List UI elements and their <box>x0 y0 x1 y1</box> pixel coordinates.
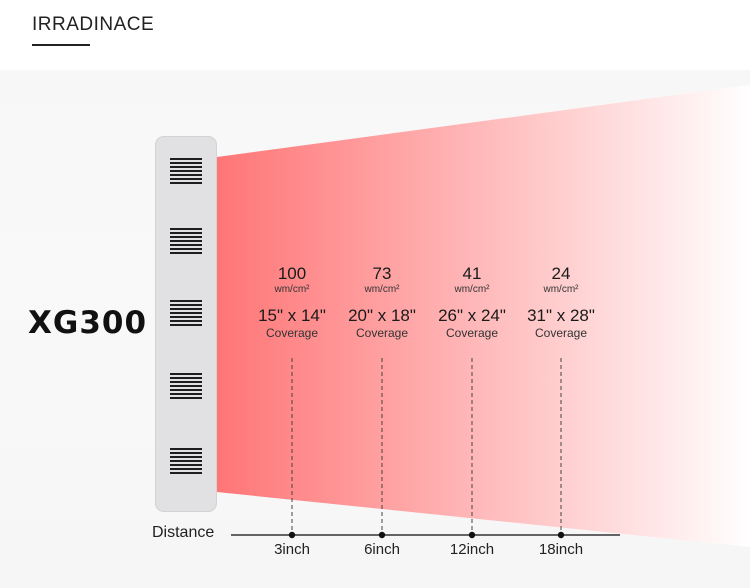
coverage-label: Coverage <box>265 326 319 340</box>
irradiance-value: 73 <box>372 264 392 283</box>
distance-marker-18inch <box>557 531 565 539</box>
irradiance-unit: wm/cm² <box>364 284 400 295</box>
coverage-value: 31" x 28" <box>527 306 595 325</box>
distance-marker-6inch <box>378 531 386 539</box>
coverage-value: 15" x 14" <box>258 306 326 325</box>
vent-grille <box>170 300 202 328</box>
coverage-value: 20" x 18" <box>348 306 416 325</box>
vent-grille <box>170 448 202 476</box>
measurement-column-6inch: 73 wm/cm² 20" x 18" Coverage <box>322 264 442 340</box>
irradiance-value: 24 <box>551 264 571 283</box>
irradiance-value: 100 <box>277 264 307 283</box>
distance-markers <box>288 358 565 539</box>
coverage-value: 26" x 24" <box>438 306 506 325</box>
product-name: XG300 <box>28 305 148 341</box>
light-beam <box>217 85 750 547</box>
vent-grille <box>170 158 202 186</box>
distance-tick-label: 18inch <box>538 541 584 558</box>
irradiance-unit: wm/cm² <box>543 284 579 295</box>
distance-axis-label: Distance <box>152 524 215 541</box>
distance-tick-label: 3inch <box>274 541 310 558</box>
irradiance-unit: wm/cm² <box>274 284 310 295</box>
vent-grille <box>170 228 202 256</box>
header: IRRADINACE <box>0 0 750 70</box>
measurement-column-12inch: 41 wm/cm² 26" x 24" Coverage <box>412 264 532 340</box>
distance-tick-label: 12inch <box>449 541 495 558</box>
coverage-label: Coverage <box>534 326 588 340</box>
irradiance-unit: wm/cm² <box>454 284 490 295</box>
title-underline <box>32 44 90 46</box>
coverage-label: Coverage <box>445 326 499 340</box>
irradiance-value: 41 <box>462 264 482 283</box>
distance-marker-3inch <box>288 531 296 539</box>
page-title: IRRADINACE <box>32 14 155 35</box>
xg300-device <box>155 136 217 512</box>
distance-tick-label: 6inch <box>364 541 400 558</box>
distance-marker-12inch <box>468 531 476 539</box>
coverage-label: Coverage <box>355 326 409 340</box>
measurement-column-18inch: 24 wm/cm² 31" x 28" Coverage <box>501 264 621 340</box>
measurement-column-3inch: 100 wm/cm² 15" x 14" Coverage <box>232 264 352 340</box>
vent-grille <box>170 373 202 401</box>
